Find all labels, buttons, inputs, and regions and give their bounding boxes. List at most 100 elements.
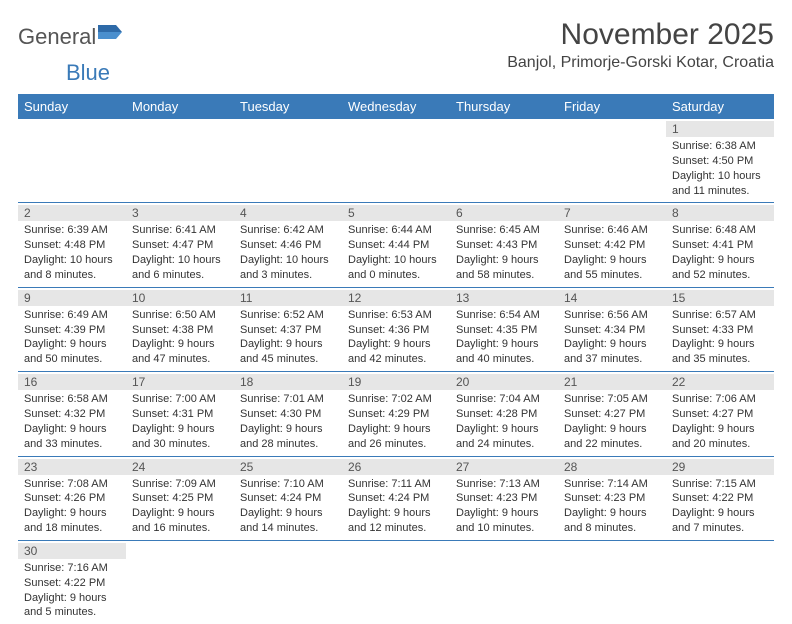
calendar-cell [18, 119, 126, 203]
day-info: Sunrise: 6:45 AMSunset: 4:43 PMDaylight:… [456, 223, 552, 282]
calendar-cell: 22 Sunrise: 7:06 AMSunset: 4:27 PMDayligh… [666, 372, 774, 456]
calendar-cell [450, 540, 558, 624]
daylight: Daylight: 9 hours and 18 minutes. [24, 506, 120, 536]
day-number: 22 [666, 374, 774, 390]
calendar-cell: 6Sunrise: 6:45 AMSunset: 4:43 PMDaylight… [450, 203, 558, 287]
calendar-cell: 3Sunrise: 6:41 AMSunset: 4:47 PMDaylight… [126, 203, 234, 287]
day-info: Sunrise: 6:58 AMSunset: 4:32 PMDaylight:… [24, 392, 120, 451]
calendar-cell [234, 119, 342, 203]
day-info: Sunrise: 6:57 AMSunset: 4:33 PMDaylight:… [672, 308, 768, 367]
sunset: Sunset: 4:44 PM [348, 238, 444, 253]
sunset: Sunset: 4:37 PM [240, 323, 336, 338]
day-info: Sunrise: 7:08 AMSunset: 4:26 PMDaylight:… [24, 477, 120, 536]
daylight: Daylight: 10 hours and 3 minutes. [240, 253, 336, 283]
calendar-cell: 9Sunrise: 6:49 AMSunset: 4:39 PMDaylight… [18, 287, 126, 371]
sunset: Sunset: 4:30 PM [240, 407, 336, 422]
sunset: Sunset: 4:35 PM [456, 323, 552, 338]
daylight: Daylight: 10 hours and 0 minutes. [348, 253, 444, 283]
sunset: Sunset: 4:38 PM [132, 323, 228, 338]
sunrise: Sunrise: 7:00 AM [132, 392, 228, 407]
day-number: 15 [666, 290, 774, 306]
day-header: Tuesday [234, 94, 342, 119]
day-number: 9 [18, 290, 126, 306]
daylight: Daylight: 9 hours and 52 minutes. [672, 253, 768, 283]
day-info: Sunrise: 7:02 AMSunset: 4:29 PMDaylight:… [348, 392, 444, 451]
day-info: Sunrise: 6:42 AMSunset: 4:46 PMDaylight:… [240, 223, 336, 282]
sunrise: Sunrise: 6:54 AM [456, 308, 552, 323]
sunrise: Sunrise: 6:45 AM [456, 223, 552, 238]
sunset: Sunset: 4:31 PM [132, 407, 228, 422]
brand-part2: Blue [66, 60, 110, 85]
calendar-cell: 1Sunrise: 6:38 AMSunset: 4:50 PMDaylight… [666, 119, 774, 203]
day-number: 12 [342, 290, 450, 306]
calendar-cell [234, 540, 342, 624]
daylight: Daylight: 10 hours and 6 minutes. [132, 253, 228, 283]
calendar-cell: 29Sunrise: 7:15 AMSunset: 4:22 PMDayligh… [666, 456, 774, 540]
calendar-cell [342, 540, 450, 624]
sunrise: Sunrise: 7:13 AM [456, 477, 552, 492]
day-info: Sunrise: 7:11 AMSunset: 4:24 PMDaylight:… [348, 477, 444, 536]
sunset: Sunset: 4:36 PM [348, 323, 444, 338]
day-info: Sunrise: 6:56 AMSunset: 4:34 PMDaylight:… [564, 308, 660, 367]
daylight: Daylight: 9 hours and 26 minutes. [348, 422, 444, 452]
day-number: 11 [234, 290, 342, 306]
sunrise: Sunrise: 6:53 AM [348, 308, 444, 323]
day-number: 16 [18, 374, 126, 390]
calendar-cell: 14Sunrise: 6:56 AMSunset: 4:34 PMDayligh… [558, 287, 666, 371]
day-number: 7 [558, 205, 666, 221]
calendar-cell: 23 Sunrise: 7:08 AMSunset: 4:26 PMDayligh… [18, 456, 126, 540]
daylight: Daylight: 9 hours and 28 minutes. [240, 422, 336, 452]
sunrise: Sunrise: 7:08 AM [24, 477, 120, 492]
day-number: 20 [450, 374, 558, 390]
calendar-cell [558, 540, 666, 624]
flag-icon [98, 23, 124, 46]
day-info: Sunrise: 6:46 AMSunset: 4:42 PMDaylight:… [564, 223, 660, 282]
day-info: Sunrise: 7:13 AMSunset: 4:23 PMDaylight:… [456, 477, 552, 536]
sunrise: Sunrise: 7:15 AM [672, 477, 768, 492]
calendar-cell [558, 119, 666, 203]
day-number: 3 [126, 205, 234, 221]
calendar-row: 30Sunrise: 7:16 AMSunset: 4:22 PMDayligh… [18, 540, 774, 624]
calendar-cell: 18Sunrise: 7:01 AMSunset: 4:30 PMDayligh… [234, 372, 342, 456]
day-number: 23 [18, 459, 126, 475]
sunset: Sunset: 4:25 PM [132, 491, 228, 506]
daylight: Daylight: 9 hours and 20 minutes. [672, 422, 768, 452]
brand-logo: General [18, 24, 124, 50]
sunrise: Sunrise: 6:39 AM [24, 223, 120, 238]
calendar-row: 1Sunrise: 6:38 AMSunset: 4:50 PMDaylight… [18, 119, 774, 203]
sunset: Sunset: 4:22 PM [24, 576, 120, 591]
sunrise: Sunrise: 7:09 AM [132, 477, 228, 492]
day-number: 8 [666, 205, 774, 221]
daylight: Daylight: 9 hours and 55 minutes. [564, 253, 660, 283]
sunrise: Sunrise: 6:58 AM [24, 392, 120, 407]
calendar-cell: 10Sunrise: 6:50 AMSunset: 4:38 PMDayligh… [126, 287, 234, 371]
calendar-cell: 25Sunrise: 7:10 AMSunset: 4:24 PMDayligh… [234, 456, 342, 540]
day-header: Sunday [18, 94, 126, 119]
day-header: Wednesday [342, 94, 450, 119]
daylight: Daylight: 10 hours and 8 minutes. [24, 253, 120, 283]
day-info: Sunrise: 6:44 AMSunset: 4:44 PMDaylight:… [348, 223, 444, 282]
calendar-cell: 26 Sunrise: 7:11 AMSunset: 4:24 PMDayligh… [342, 456, 450, 540]
day-info: Sunrise: 7:06 AMSunset: 4:27 PMDaylight:… [672, 392, 768, 451]
sunrise: Sunrise: 7:01 AM [240, 392, 336, 407]
calendar-cell: 17Sunrise: 7:00 AMSunset: 4:31 PMDayligh… [126, 372, 234, 456]
day-info: Sunrise: 7:00 AMSunset: 4:31 PMDaylight:… [132, 392, 228, 451]
daylight: Daylight: 9 hours and 47 minutes. [132, 337, 228, 367]
day-number: 27 [450, 459, 558, 475]
daylight: Daylight: 9 hours and 42 minutes. [348, 337, 444, 367]
day-header: Monday [126, 94, 234, 119]
calendar-row: 2Sunrise: 6:39 AMSunset: 4:48 PMDaylight… [18, 203, 774, 287]
day-header: Thursday [450, 94, 558, 119]
daylight: Daylight: 9 hours and 24 minutes. [456, 422, 552, 452]
day-number: 26 [342, 459, 450, 475]
calendar-cell: 19Sunrise: 7:02 AMSunset: 4:29 PMDayligh… [342, 372, 450, 456]
sunset: Sunset: 4:28 PM [456, 407, 552, 422]
day-number: 13 [450, 290, 558, 306]
sunset: Sunset: 4:48 PM [24, 238, 120, 253]
sunset: Sunset: 4:23 PM [564, 491, 660, 506]
title-block: November 2025 Banjol, Primorje-Gorski Ko… [507, 18, 774, 78]
calendar-row: 23 Sunrise: 7:08 AMSunset: 4:26 PMDayligh… [18, 456, 774, 540]
calendar-cell [126, 119, 234, 203]
day-number: 5 [342, 205, 450, 221]
sunset: Sunset: 4:41 PM [672, 238, 768, 253]
